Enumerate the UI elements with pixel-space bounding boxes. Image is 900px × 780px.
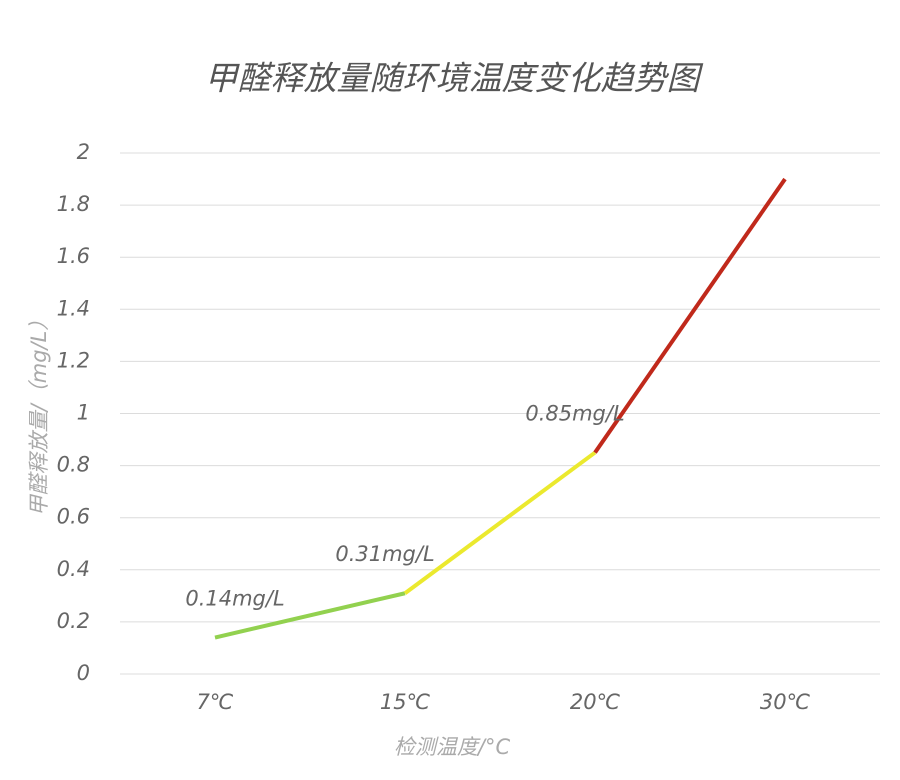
y-tick-label: 1.6 bbox=[57, 244, 90, 268]
chart-title: 甲醛释放量随环境温度变化趋势图 bbox=[205, 59, 704, 98]
y-tick-label: 0.8 bbox=[57, 453, 90, 477]
y-tick-label: 1.8 bbox=[57, 192, 90, 216]
line-segment bbox=[403, 450, 597, 595]
x-tick-label: 30℃ bbox=[760, 690, 811, 714]
y-tick-label: 0 bbox=[77, 661, 90, 685]
y-tick-label: 0.2 bbox=[57, 609, 90, 633]
data-label: 0.14mg/L bbox=[185, 587, 284, 611]
x-tick-label: 15℃ bbox=[380, 690, 431, 714]
y-tick-label: 0.6 bbox=[57, 505, 90, 529]
y-tick-label: 0.4 bbox=[57, 557, 90, 581]
data-label: 0.85mg/L bbox=[525, 402, 624, 426]
y-axis-label: 甲醛释放量/（mg/L） bbox=[27, 310, 51, 517]
x-tick-label: 7℃ bbox=[197, 690, 234, 714]
y-tick-label: 1 bbox=[77, 401, 90, 425]
y-tick-label: 1.4 bbox=[57, 296, 90, 320]
x-tick-label: 20℃ bbox=[570, 690, 621, 714]
line-segment bbox=[593, 177, 787, 454]
y-tick-label: 2 bbox=[77, 140, 90, 164]
y-tick-label: 1.2 bbox=[57, 348, 90, 372]
line-segment bbox=[214, 591, 406, 640]
x-axis-label: 检测温度/°C bbox=[394, 735, 511, 759]
data-label: 0.31mg/L bbox=[335, 542, 434, 566]
